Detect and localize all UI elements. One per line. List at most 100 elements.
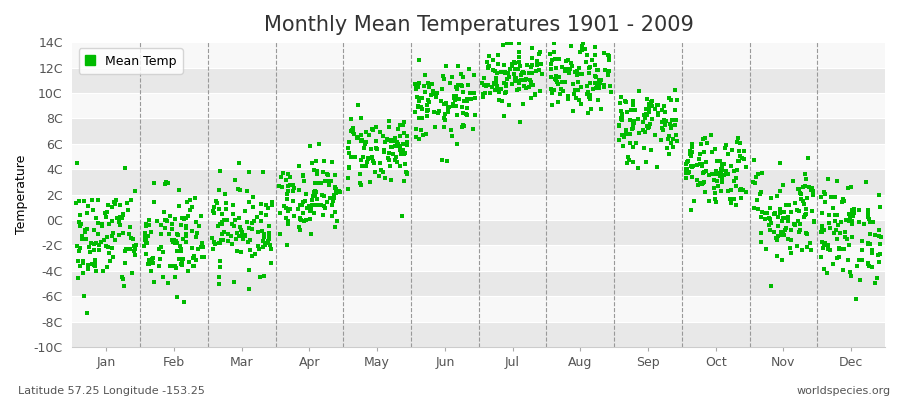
Point — [487, 80, 501, 86]
Point — [544, 74, 558, 80]
Point — [681, 158, 696, 164]
Point — [449, 93, 464, 100]
Point — [70, 243, 85, 249]
Point — [505, 81, 519, 88]
Point — [798, 230, 813, 236]
Point — [328, 224, 343, 230]
Point — [259, 202, 274, 208]
Point — [794, 196, 808, 202]
Point — [496, 79, 510, 86]
Point — [305, 202, 320, 208]
Point — [139, 251, 153, 257]
Point — [662, 150, 677, 157]
Bar — [72, 322, 885, 347]
Point — [779, 214, 794, 221]
Point — [165, 220, 179, 227]
Point — [865, 247, 879, 253]
Point — [584, 57, 598, 64]
Point — [297, 218, 311, 224]
Point — [852, 257, 867, 264]
Point — [277, 202, 292, 209]
Point — [503, 40, 517, 46]
Point — [468, 94, 482, 101]
Point — [817, 265, 832, 272]
Point — [96, 236, 111, 243]
Point — [106, 230, 121, 236]
Point — [475, 94, 490, 100]
Point — [175, 262, 189, 268]
Point — [256, 273, 271, 280]
Point — [514, 72, 528, 78]
Point — [863, 218, 878, 225]
Point — [822, 220, 836, 227]
Point — [776, 214, 790, 221]
Point — [490, 70, 504, 76]
Point — [76, 260, 90, 266]
Point — [318, 205, 332, 211]
Point — [827, 230, 842, 236]
Point — [851, 207, 866, 213]
Point — [860, 210, 875, 217]
Point — [818, 191, 832, 198]
Point — [400, 133, 414, 139]
Point — [685, 174, 699, 181]
Point — [590, 97, 605, 103]
Point — [796, 201, 811, 208]
Point — [182, 259, 196, 265]
Point — [292, 215, 307, 222]
Point — [626, 159, 641, 165]
Point — [83, 248, 97, 255]
Point — [172, 187, 186, 194]
Point — [552, 56, 566, 62]
Point — [832, 245, 846, 251]
Point — [693, 180, 707, 186]
Point — [340, 186, 355, 192]
Point — [247, 218, 261, 224]
Point — [349, 135, 364, 141]
Point — [508, 60, 522, 67]
Point — [558, 58, 572, 64]
Point — [533, 49, 547, 55]
Point — [583, 64, 598, 70]
Point — [523, 77, 537, 83]
Point — [820, 270, 834, 276]
Point — [322, 182, 337, 188]
Point — [213, 221, 228, 228]
Point — [166, 237, 180, 243]
Point — [354, 137, 368, 144]
Point — [242, 199, 256, 206]
Point — [129, 242, 143, 248]
Point — [186, 262, 201, 269]
Point — [824, 193, 838, 200]
Point — [826, 204, 841, 211]
Point — [552, 73, 566, 80]
Point — [612, 122, 626, 128]
Point — [72, 198, 86, 204]
Point — [220, 217, 234, 223]
Point — [494, 69, 508, 76]
Point — [730, 166, 744, 173]
Point — [390, 159, 404, 165]
Point — [431, 107, 446, 114]
Point — [400, 170, 414, 177]
Point — [747, 205, 761, 212]
Point — [346, 130, 361, 137]
Point — [305, 197, 320, 204]
Point — [346, 128, 361, 135]
Point — [363, 179, 377, 186]
Point — [176, 236, 190, 242]
Point — [491, 61, 505, 68]
Point — [184, 228, 199, 234]
Point — [549, 73, 563, 80]
Point — [327, 195, 341, 201]
Point — [388, 138, 402, 144]
Point — [790, 243, 805, 250]
Point — [159, 178, 174, 185]
Point — [816, 227, 831, 234]
Point — [309, 188, 323, 195]
Point — [86, 260, 100, 267]
Point — [101, 244, 115, 250]
Point — [837, 246, 851, 253]
Point — [834, 246, 849, 252]
Point — [502, 66, 517, 72]
